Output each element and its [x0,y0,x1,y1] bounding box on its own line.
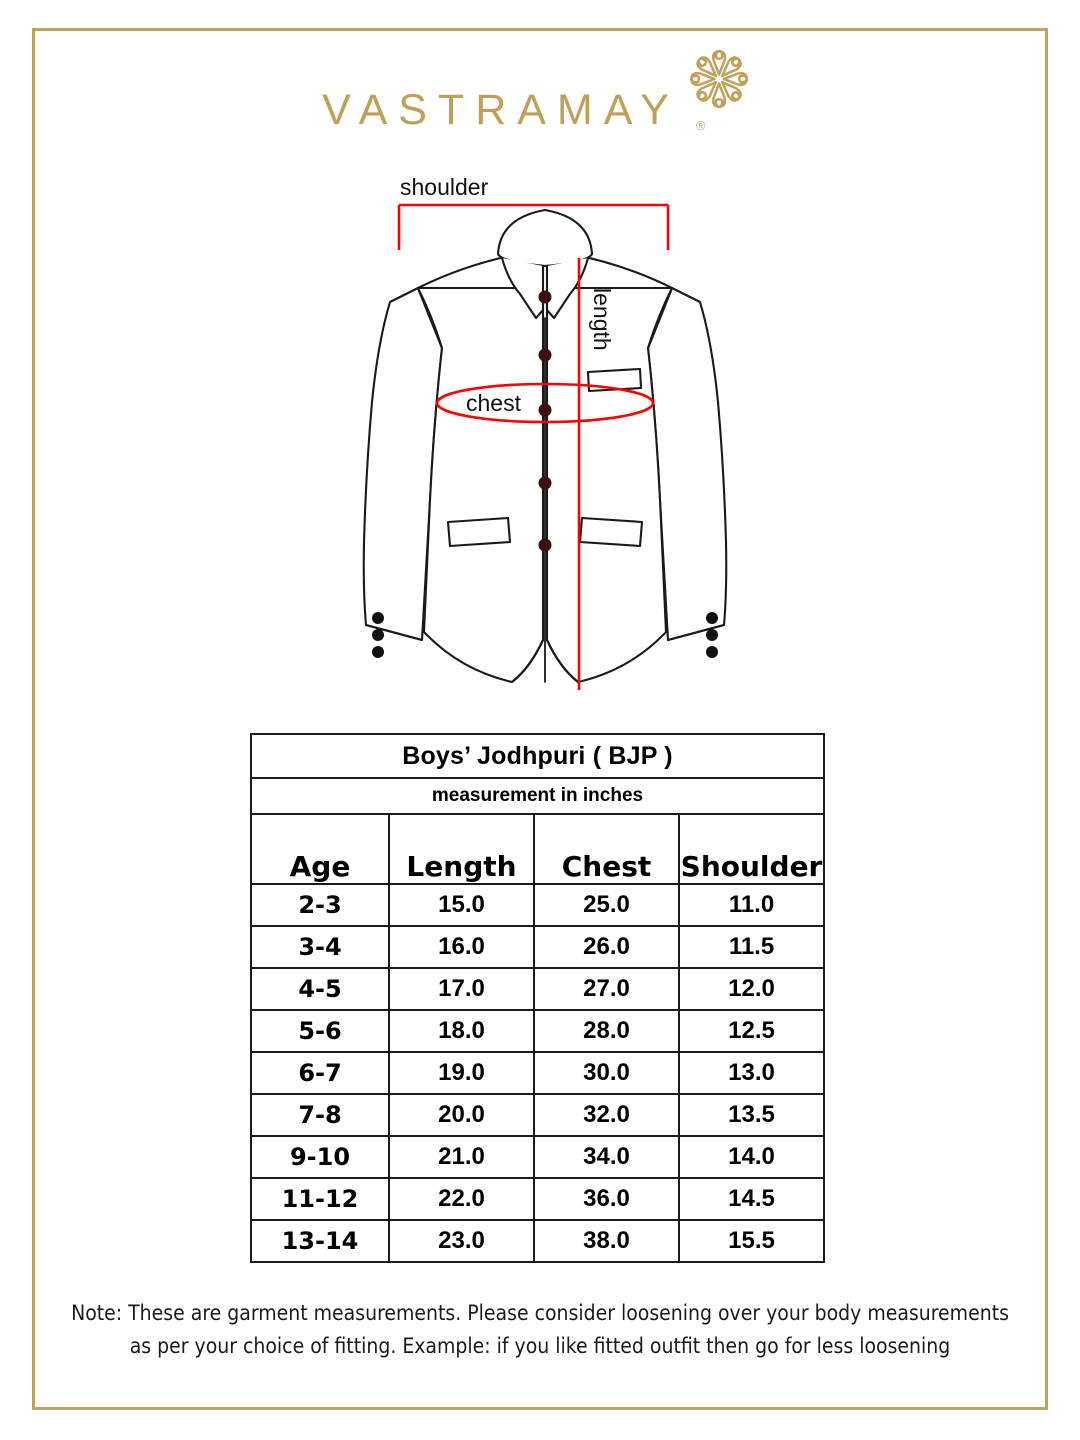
shoulder-measure-guide [397,203,670,250]
table-row: 5-6 18.0 28.0 12.5 [250,1009,826,1053]
cell-chest: 34.0 [533,1135,680,1179]
measurement-note: Note: These are garment measurements. Pl… [50,1297,1030,1362]
cell-length: 22.0 [388,1177,535,1221]
cell-length: 20.0 [388,1093,535,1137]
cell-shoulder: 14.0 [677,1135,826,1179]
column-header-length: Length [388,813,535,885]
chest-label: chest [466,390,522,416]
cell-length: 21.0 [388,1135,535,1179]
table-row: 2-3 15.0 25.0 11.0 [250,883,826,927]
right-flap-pocket [578,516,644,548]
table-row: 13-14 23.0 38.0 15.5 [250,1219,826,1263]
placket-button-1 [538,290,552,304]
cell-chest: 30.0 [533,1051,680,1095]
cell-shoulder: 13.0 [677,1051,826,1095]
shoulder-label: shoulder [400,174,489,200]
registered-mark: ® [695,118,706,133]
right-cuff-buttons [706,612,718,658]
cell-age: 9-10 [250,1135,390,1179]
collar-left-fall [500,256,545,320]
table-row: 6-7 19.0 30.0 13.0 [250,1051,826,1095]
cell-chest: 27.0 [533,967,680,1011]
column-header-chest: Chest [533,813,680,885]
table-row: 11-12 22.0 36.0 14.5 [250,1177,826,1221]
table-title: Boys’ Jodhpuri ( BJP ) [249,733,826,779]
chest-measure-guide [435,382,655,424]
cell-chest: 25.0 [533,883,680,927]
garment-diagram: shoulder length chest [330,170,760,715]
size-chart-table: Boys’ Jodhpuri ( BJP ) measurement in in… [249,733,826,1263]
cell-chest: 28.0 [533,1009,680,1053]
placket-button-2 [538,348,552,362]
left-cuff-button-1 [372,612,384,624]
cell-age: 7-8 [250,1093,390,1137]
brand-mark: ® [680,36,758,144]
right-cuff-button-2 [706,629,718,641]
cell-shoulder: 11.5 [677,925,826,969]
cell-age: 2-3 [250,883,390,927]
cell-length: 19.0 [388,1051,535,1095]
cell-age: 6-7 [250,1051,390,1095]
brand-lockup: VASTRAMAY ® [322,36,758,144]
cell-age: 11-12 [250,1177,390,1221]
cell-length: 15.0 [388,883,535,927]
right-hem-notch [545,638,580,684]
cell-length: 18.0 [388,1009,535,1053]
left-cuff-edge [364,623,424,642]
cell-length: 16.0 [388,925,535,969]
placket-buttons [538,290,552,552]
table-subtitle-row: measurement in inches [249,777,826,815]
left-cuff-button-3 [372,646,384,658]
star-rosette-icon [689,50,748,108]
table-row: 9-10 21.0 34.0 14.0 [250,1135,826,1179]
right-armhole-seam [646,286,674,350]
table-title-row: Boys’ Jodhpuri ( BJP ) [249,733,826,779]
right-cuff-button-3 [706,646,718,658]
cell-chest: 36.0 [533,1177,680,1221]
table-header-row: Age Length Chest Shoulder [250,813,826,885]
brand-name: VASTRAMAY [322,86,680,134]
placket-button-3 [538,403,552,417]
cell-age: 5-6 [250,1009,390,1053]
cell-length: 17.0 [388,967,535,1011]
brand-header: VASTRAMAY ® [0,36,1080,144]
cell-shoulder: 14.5 [677,1177,826,1221]
cell-shoulder: 12.5 [677,1009,826,1053]
table-subtitle: measurement in inches [249,777,826,815]
right-cuff-edge [666,623,726,642]
left-hem-notch [510,638,545,684]
cell-length: 23.0 [388,1219,535,1263]
table-row: 7-8 20.0 32.0 13.5 [250,1093,826,1137]
table-row: 3-4 16.0 26.0 11.5 [250,925,826,969]
left-cuff-button-2 [372,629,384,641]
note-line-2: as per your choice of fitting. Example: … [129,1333,951,1358]
jodhpuri-jacket-illustration: shoulder length chest [362,174,728,690]
cell-shoulder: 13.5 [677,1093,826,1137]
collar-band [496,208,594,268]
cell-age: 3-4 [250,925,390,969]
note-line-1: Note: These are garment measurements. Pl… [71,1301,1009,1325]
length-label: length [589,288,615,351]
table-row: 4-5 17.0 27.0 12.0 [250,967,826,1011]
left-flap-pocket [446,516,512,548]
cell-shoulder: 15.5 [677,1219,826,1263]
column-header-age: Age [250,813,390,885]
cell-shoulder: 11.0 [677,883,826,927]
right-cuff-button-1 [706,612,718,624]
left-cuff-buttons [372,612,384,658]
cell-shoulder: 12.0 [677,967,826,1011]
cell-chest: 32.0 [533,1093,680,1137]
cell-chest: 26.0 [533,925,680,969]
column-header-shoulder: Shoulder [677,813,826,885]
cell-chest: 38.0 [533,1219,680,1263]
placket-button-5 [538,538,552,552]
cell-age: 4-5 [250,967,390,1011]
cell-age: 13-14 [250,1219,390,1263]
placket-button-4 [538,476,552,490]
left-armhole-seam [416,286,444,350]
